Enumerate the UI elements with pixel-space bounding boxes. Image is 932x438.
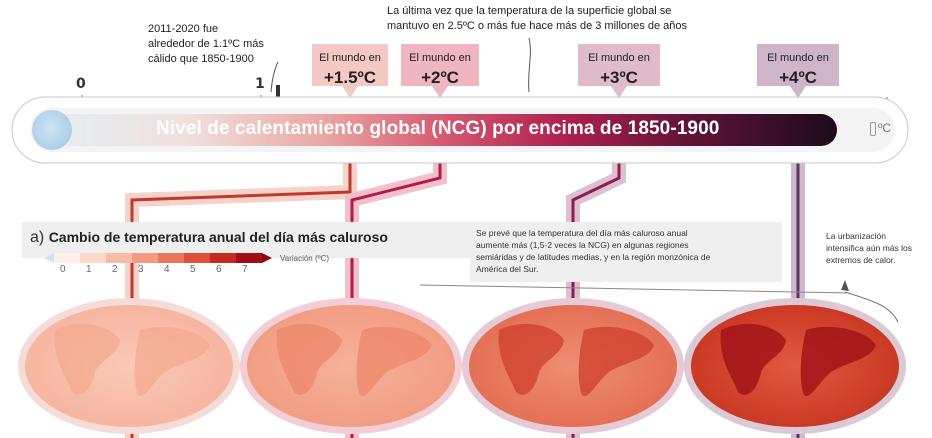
panel-note: Se prevé que la temperatura del día más …: [476, 228, 711, 274]
panel-title: Cambio de temperatura anual del día más …: [48, 229, 388, 245]
legend-swatch: [132, 253, 158, 263]
callout-2: El mundo en +2ºC: [401, 44, 479, 98]
tick-label-0: 0: [76, 76, 86, 92]
map-3: [462, 298, 684, 434]
callout-1p5: El mundo en +1.5ºC: [312, 44, 388, 98]
legend-swatches: [54, 253, 262, 263]
legend-swatch: [158, 253, 184, 263]
pliocene-note: La última vez que la temperatura de la s…: [387, 5, 687, 32]
legend-swatch: [184, 253, 210, 263]
callout-1p5-prefix: El mundo en: [319, 52, 381, 64]
thermometer-bulb: [32, 110, 72, 150]
tick-label-1: 1: [255, 76, 265, 92]
legend-unit: Variación (ºC): [280, 253, 330, 263]
legend-swatch: [210, 253, 236, 263]
callout-2-value: +2ºC: [421, 68, 459, 88]
callout-1p5-value: +1.5ºC: [323, 68, 377, 88]
callout-4: El mundo en +4ºC: [757, 44, 839, 98]
note-pointer: [419, 284, 851, 294]
thermometer-icon: ºC: [870, 121, 891, 136]
legend-label: 1: [86, 264, 92, 275]
map-2: [240, 298, 462, 434]
panel-letter: a): [30, 229, 45, 246]
map-4: [684, 298, 906, 434]
urban-note: La urbanización intensifica aún más los …: [826, 231, 912, 265]
callout-4-prefix: El mundo en: [767, 52, 829, 64]
panel-header: a) Cambio de temperatura anual del día m…: [30, 229, 388, 247]
callout-2-prefix: El mundo en: [409, 52, 471, 64]
bar-title: Nivel de calentamiento global (NCG) por …: [156, 118, 720, 139]
map-1p5: [18, 298, 240, 434]
legend-swatch: [236, 253, 262, 263]
legend-right-arrow: [262, 253, 272, 263]
callout-3-prefix: El mundo en: [588, 52, 650, 64]
legend-label: 7: [242, 264, 248, 275]
callout-3-value: +3ºC: [600, 68, 638, 88]
legend-label: 3: [138, 264, 144, 275]
legend-swatch: [54, 253, 80, 263]
historical-note: 2011-2020 fue alrededor de 1.1ºC más cál…: [148, 23, 264, 65]
legend-label: 6: [216, 264, 222, 275]
legend-swatch: [106, 253, 132, 263]
thermometer-bar: [11, 96, 909, 164]
legend-left-arrow: [44, 253, 54, 263]
legend-swatch: [80, 253, 106, 263]
legend-label: 5: [190, 264, 196, 275]
callout-3: El mundo en +3ºC: [578, 44, 660, 98]
legend-label: 0: [60, 264, 66, 275]
callout-4-value: +4ºC: [779, 68, 817, 88]
legend-labels: 0 1 2 3 4 5 6 7: [44, 264, 329, 275]
legend-label: 4: [164, 264, 170, 275]
historical-marker: [276, 85, 280, 107]
color-legend: Variación (ºC) 0 1 2 3 4 5 6 7: [44, 253, 329, 275]
hist-note-arrow: [270, 61, 279, 93]
pliocene-arrow: [528, 37, 531, 93]
legend-label: 2: [112, 264, 118, 275]
unit-label: ºC: [878, 121, 892, 135]
